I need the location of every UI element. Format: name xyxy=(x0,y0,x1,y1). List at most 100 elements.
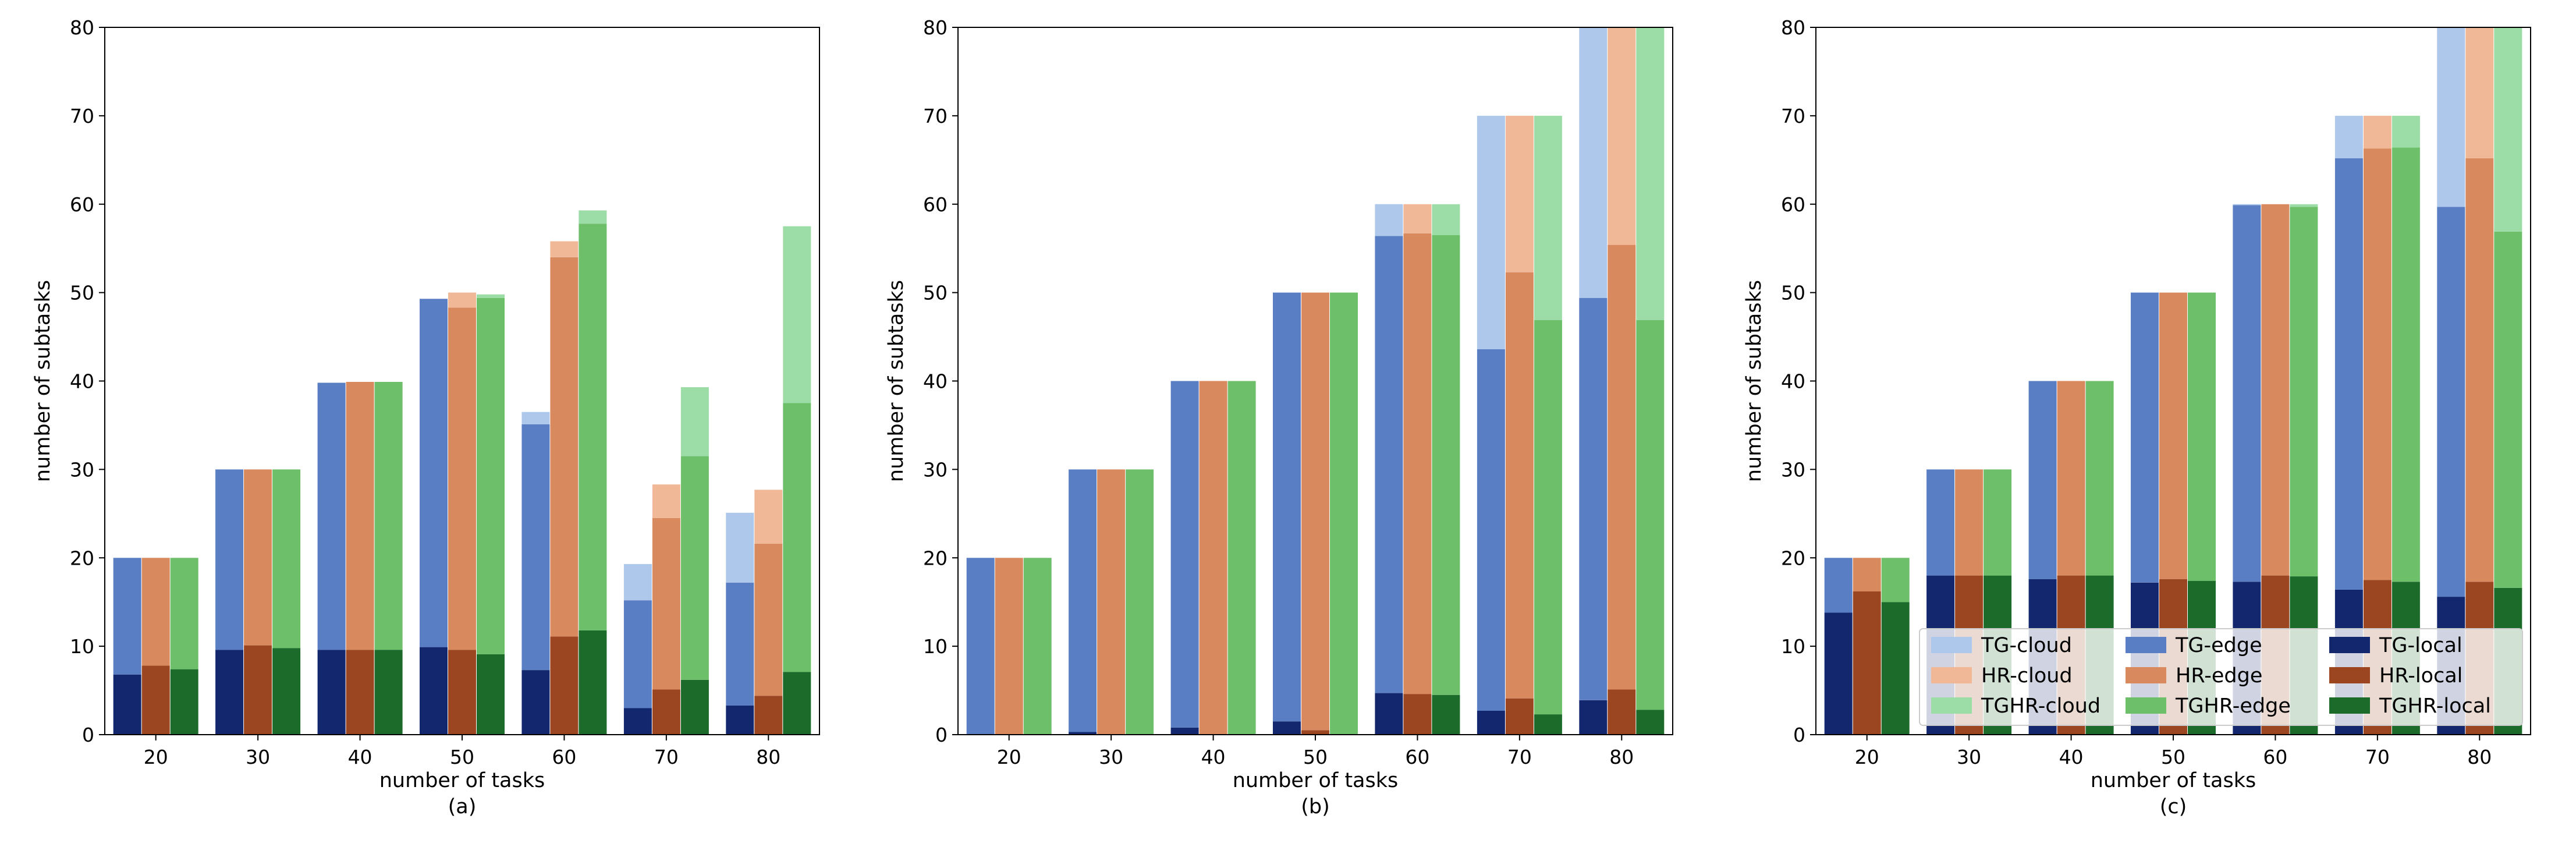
bar-tg-edge-20 xyxy=(966,558,995,735)
bar-hr-edge-70 xyxy=(1505,272,1534,699)
x-axis-title: number of tasks xyxy=(379,769,545,792)
bar-tghr-cloud-70 xyxy=(1534,115,1562,320)
y-tick-label: 30 xyxy=(1781,458,1805,481)
bar-tg-edge-50 xyxy=(1273,292,1301,722)
bar-tg-local-70 xyxy=(623,708,652,735)
legend-label-tg-local: TG-local xyxy=(2379,634,2463,657)
bar-hr-cloud-60 xyxy=(550,241,579,257)
y-tick-label: 40 xyxy=(70,370,94,393)
bar-tg-edge-60 xyxy=(521,424,550,671)
bar-hr-local-40 xyxy=(346,650,374,735)
bar-hr-cloud-70 xyxy=(2363,115,2392,149)
bar-hr-cloud-70 xyxy=(652,484,680,518)
legend-swatch-tg-edge xyxy=(2126,637,2166,653)
bar-tg-local-50 xyxy=(420,647,448,735)
x-tick-label: 80 xyxy=(2467,746,2492,768)
bar-tg-local-40 xyxy=(1170,727,1199,735)
legend-label-hr-local: HR-local xyxy=(2379,664,2463,687)
bar-tg-local-30 xyxy=(1069,732,1097,735)
axes-frame xyxy=(104,27,820,735)
bar-tg-cloud-80 xyxy=(2437,27,2465,207)
bar-hr-edge-40 xyxy=(2057,381,2085,576)
x-tick-label: 30 xyxy=(1099,746,1123,768)
bar-tghr-local-60 xyxy=(579,630,607,735)
axes-frame xyxy=(957,27,1673,735)
bar-tg-local-80 xyxy=(726,705,754,735)
bar-hr-edge-60 xyxy=(2261,204,2290,576)
bar-tg-cloud-70 xyxy=(1477,115,1505,349)
bar-hr-edge-50 xyxy=(448,307,476,650)
bar-tghr-edge-20 xyxy=(170,558,198,669)
bar-tg-local-40 xyxy=(317,650,346,735)
bar-tg-edge-80 xyxy=(2437,207,2465,597)
x-tick-label: 70 xyxy=(1507,746,1532,768)
bar-hr-edge-40 xyxy=(1199,381,1227,735)
bar-tghr-local-50 xyxy=(477,654,505,735)
legend-label-hr-cloud: HR-cloud xyxy=(1981,664,2073,687)
bar-tg-edge-80 xyxy=(1579,297,1608,700)
bar-hr-local-20 xyxy=(141,665,170,735)
bar-tghr-local-40 xyxy=(374,650,403,735)
bar-hr-cloud-60 xyxy=(1403,204,1432,233)
bar-tghr-cloud-70 xyxy=(680,387,709,456)
x-tick-label: 50 xyxy=(2161,746,2185,768)
bar-tghr-cloud-60 xyxy=(1432,204,1460,235)
legend-label-hr-edge: HR-edge xyxy=(2176,664,2262,687)
bar-tghr-local-60 xyxy=(1432,694,1460,735)
bar-tghr-edge-60 xyxy=(1432,235,1460,695)
legend-label-tg-cloud: TG-cloud xyxy=(1981,634,2072,657)
y-tick-label: 0 xyxy=(82,724,94,746)
x-tick-label: 30 xyxy=(246,746,270,768)
bar-tghr-local-30 xyxy=(272,648,301,735)
y-tick-label: 60 xyxy=(923,193,948,216)
bar-tghr-local-80 xyxy=(1636,710,1665,735)
bar-hr-edge-80 xyxy=(2465,158,2494,582)
bar-hr-local-80 xyxy=(754,696,783,735)
bar-tghr-edge-40 xyxy=(1227,381,1256,735)
bar-tghr-cloud-60 xyxy=(2290,204,2318,207)
y-tick-label: 0 xyxy=(1793,724,1805,746)
bar-tg-edge-30 xyxy=(1069,469,1097,732)
bar-tghr-local-20 xyxy=(1881,602,1910,735)
legend-frame xyxy=(1919,628,2523,726)
x-tick-label: 70 xyxy=(2365,746,2390,768)
x-axis-title: number of tasks xyxy=(1233,769,1399,792)
bar-hr-cloud-80 xyxy=(2465,27,2494,158)
bar-hr-local-30 xyxy=(244,645,272,735)
legend: TG-cloud TG-edge TG-local HR-cloud HR-edge HR… xyxy=(1919,628,2523,726)
y-tick-label: 10 xyxy=(1781,635,1805,658)
bar-hr-edge-30 xyxy=(244,469,272,646)
bar-tg-cloud-80 xyxy=(1579,27,1608,298)
y-tick-label: 20 xyxy=(70,547,94,569)
bar-tg-cloud-60 xyxy=(521,412,550,424)
bar-tghr-cloud-60 xyxy=(579,210,607,224)
bar-tghr-cloud-80 xyxy=(783,226,811,403)
bar-hr-local-60 xyxy=(550,636,579,735)
bar-tg-edge-50 xyxy=(420,299,448,647)
bar-hr-local-80 xyxy=(1608,689,1636,735)
bar-hr-edge-60 xyxy=(550,257,579,637)
bar-hr-local-50 xyxy=(1301,730,1329,735)
bar-tg-edge-20 xyxy=(1824,558,1853,613)
bar-tghr-edge-70 xyxy=(1534,320,1562,715)
bar-hr-edge-80 xyxy=(754,544,783,696)
bar-hr-edge-30 xyxy=(1955,469,1984,576)
bar-tg-cloud-80 xyxy=(726,512,754,583)
bar-tg-local-30 xyxy=(215,650,244,735)
y-tick-label: 50 xyxy=(70,282,94,304)
y-tick-label: 0 xyxy=(935,724,948,746)
bar-tghr-edge-40 xyxy=(2085,381,2114,576)
bar-tg-edge-60 xyxy=(1375,236,1403,693)
y-tick-label: 40 xyxy=(923,370,948,393)
bar-tghr-local-20 xyxy=(170,669,198,735)
legend-swatch-tg-cloud xyxy=(1931,637,1972,653)
bar-tghr-cloud-80 xyxy=(1636,27,1665,320)
bar-hr-edge-70 xyxy=(2363,148,2392,580)
legend-swatch-hr-cloud xyxy=(1931,667,1972,683)
bar-tghr-edge-20 xyxy=(1023,558,1052,735)
bar-tg-edge-50 xyxy=(2131,292,2159,583)
y-tick-label: 80 xyxy=(70,16,94,39)
y-tick-label: 80 xyxy=(923,16,948,39)
bar-hr-edge-70 xyxy=(652,518,680,690)
bar-hr-local-50 xyxy=(448,650,476,735)
